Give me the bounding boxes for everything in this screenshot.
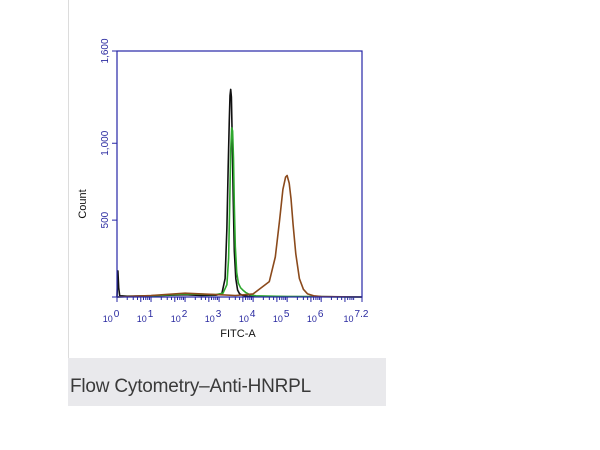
y-axis-title: Count xyxy=(77,189,89,218)
x-tick-label: 100 xyxy=(103,309,120,324)
caption-bar: Flow Cytometry–Anti-HNRPL xyxy=(68,358,386,406)
bottom-tick-marks xyxy=(126,297,355,302)
left-divider xyxy=(68,0,69,358)
y-tick-label: 1,600 xyxy=(100,38,111,63)
x-tick-label: 102 xyxy=(171,309,188,324)
series-line-0 xyxy=(116,88,363,298)
x-tick-label: 104 xyxy=(239,309,256,324)
x-tick-label: 106 xyxy=(307,309,324,324)
x-tick-label: 105 xyxy=(273,309,290,324)
figure-caption: Flow Cytometry–Anti-HNRPL xyxy=(70,376,311,397)
series-line-1 xyxy=(116,127,363,298)
x-tick-label: 103 xyxy=(205,309,222,324)
y-axis: 500 1,000 1,600 xyxy=(100,38,117,298)
x-axis-title: FITC-A xyxy=(220,328,256,340)
histogram-series xyxy=(116,88,363,298)
x-tick-label: 107.2 xyxy=(344,309,369,324)
series-line-2 xyxy=(116,174,363,298)
y-tick-label: 500 xyxy=(100,211,111,228)
x-axis: 100 101 102 103 104 105 106 107.2 xyxy=(103,297,369,324)
y-tick-label: 1,000 xyxy=(100,130,111,155)
x-tick-label: 101 xyxy=(137,309,154,324)
histogram-chart: 500 1,000 1,600 100 101 102 103 104 105 106 107.2… xyxy=(77,38,369,340)
plot-frame xyxy=(116,50,363,298)
